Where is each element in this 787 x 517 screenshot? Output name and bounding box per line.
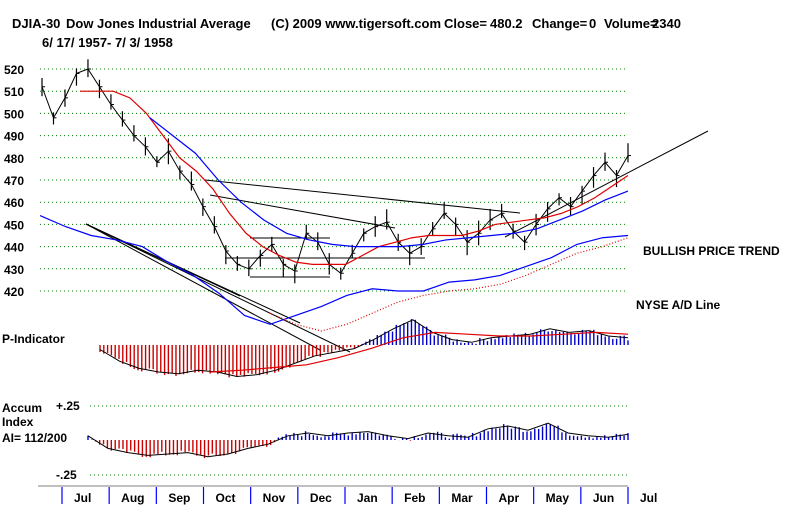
red-moving-average [80, 90, 629, 265]
accum-index-outline [87, 422, 629, 458]
accum-title-line1: Accum [2, 401, 42, 415]
price-line [41, 68, 629, 274]
bullish-trend-label: BULLISH PRICE TREND [643, 244, 780, 258]
volume-value: 2340 [652, 16, 681, 31]
fan-line-2 [85, 223, 351, 353]
price-tick-labels: 520 510 500 490 480 470 460 450 440 430 420 [4, 63, 24, 299]
p-indicator-outline [99, 319, 629, 378]
resistance-trendline [204, 179, 521, 214]
price-series [39, 59, 631, 332]
month-axis: Jul Aug Sep Oct Nov Dec Jan Feb Mar Apr May Jun Jul [61, 487, 657, 505]
y-tick-label: 420 [4, 285, 24, 299]
month-label: Mar [451, 491, 473, 505]
month-label: Sep [168, 491, 190, 505]
volume-label: Volume= [604, 16, 658, 31]
month-label: May [546, 491, 570, 505]
ad-moving-average [269, 237, 629, 332]
accum-index-panel [87, 405, 629, 476]
bullish-uptrend-line [504, 130, 709, 238]
month-label: Jul [74, 491, 91, 505]
fan-line-3 [85, 223, 321, 351]
y-tick-label: 430 [4, 263, 24, 277]
month-label: Jun [593, 491, 614, 505]
y-tick-label: 490 [4, 130, 24, 144]
close-value: 480.2 [490, 16, 523, 31]
accum-ai-readout: AI= 112/200 [2, 431, 67, 445]
fan-line-4 [85, 223, 241, 297]
month-label: Oct [216, 491, 236, 505]
month-label: Apr [499, 491, 520, 505]
y-tick-label: 440 [4, 241, 24, 255]
y-tick-label: 450 [4, 218, 24, 232]
month-label: Nov [263, 491, 286, 505]
month-label: Jan [357, 491, 378, 505]
chart-title: Dow Jones Industrial Average [66, 16, 251, 31]
month-label: Jul [640, 491, 657, 505]
blue-moving-average [149, 117, 629, 248]
month-label: Dec [310, 491, 332, 505]
copyright: (C) 2009 www.tigersoft.com [271, 16, 441, 31]
y-tick-label: 460 [4, 196, 24, 210]
y-tick-label: 520 [4, 63, 24, 77]
y-tick-label: 500 [4, 107, 24, 121]
close-label: Close= [444, 16, 487, 31]
date-range: 6/ 17/ 1957- 7/ 3/ 1958 [42, 35, 173, 50]
p-indicator-title: P-Indicator [2, 332, 65, 346]
resistance-trendline-2 [209, 194, 396, 229]
accum-title-line2: Index [2, 415, 34, 429]
chart-symbol: DJIA-30 [12, 16, 60, 31]
p-indicator-ma [209, 331, 629, 373]
nyse-ad-line [39, 214, 629, 325]
change-value: 0 [589, 16, 596, 31]
y-tick-label: 470 [4, 174, 24, 188]
month-label: Feb [404, 491, 425, 505]
ad-line-label: NYSE A/D Line [636, 298, 721, 312]
change-label: Change= [532, 16, 588, 31]
accum-bottom-tick: -.25 [56, 468, 77, 482]
y-tick-label: 510 [4, 85, 24, 99]
month-label: Aug [121, 491, 144, 505]
p-indicator-panel [99, 319, 629, 378]
accum-top-tick: +.25 [56, 399, 80, 413]
trendlines [85, 130, 709, 353]
y-tick-label: 480 [4, 152, 24, 166]
